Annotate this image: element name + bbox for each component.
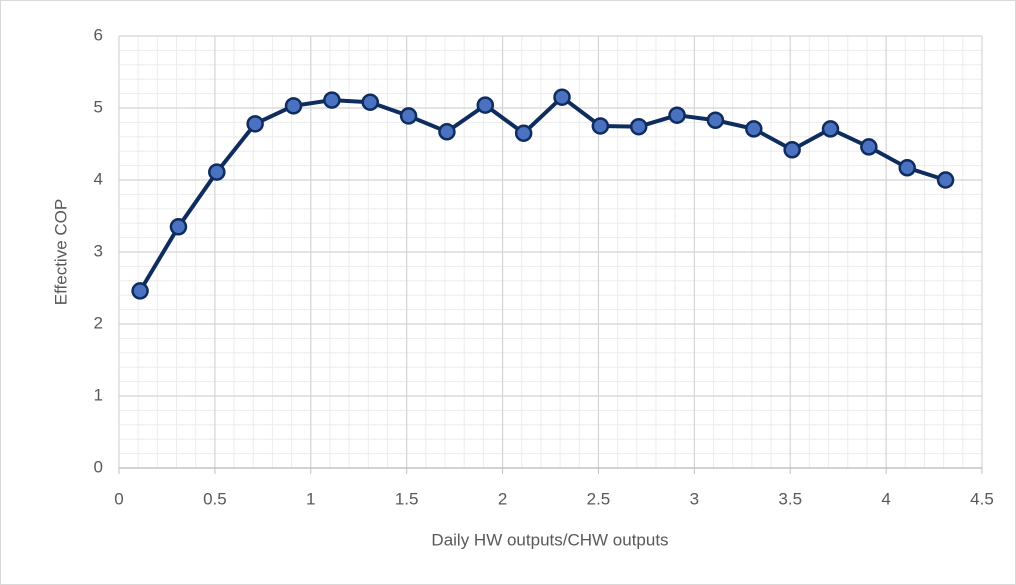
x-tick-label: 3	[690, 489, 699, 508]
data-line	[138, 95, 947, 292]
data-point	[476, 96, 495, 114]
data-point	[323, 91, 341, 109]
y-tick-label: 1	[94, 385, 103, 404]
data-point	[860, 138, 878, 156]
y-tick-label: 5	[94, 97, 103, 116]
data-point	[514, 124, 533, 142]
x-tick-label: 2.5	[587, 489, 611, 508]
data-point	[936, 171, 955, 189]
x-axis-label: Daily HW outputs/CHW outputs	[431, 530, 668, 549]
y-tick-label: 4	[94, 169, 103, 188]
x-tick-label: 0.5	[203, 489, 227, 508]
data-point	[745, 120, 763, 138]
data-point	[591, 117, 610, 135]
data-point	[706, 111, 725, 129]
x-tick-label: 0	[114, 489, 123, 508]
x-tick-label: 4.5	[970, 489, 994, 508]
y-tick-label: 6	[94, 25, 103, 44]
y-tick-label: 3	[94, 241, 103, 260]
data-point	[169, 218, 188, 236]
y-axis-label: Effective COP	[51, 199, 70, 305]
x-tick-label: 3.5	[778, 489, 802, 508]
data-point	[898, 159, 916, 177]
data-point	[668, 106, 686, 124]
data-point	[131, 282, 149, 300]
y-tick-label: 0	[94, 457, 103, 476]
data-point	[783, 141, 801, 159]
y-tick-label: 2	[94, 313, 103, 332]
x-tick-label: 1.5	[395, 489, 419, 508]
data-point	[361, 93, 379, 111]
data-point	[553, 88, 571, 106]
data-point	[438, 123, 456, 141]
data-point	[399, 107, 418, 125]
data-point	[246, 115, 264, 133]
x-tick-label: 2	[498, 489, 507, 508]
x-tick-label: 4	[881, 489, 890, 508]
x-tick-label: 1	[306, 489, 315, 508]
data-point	[821, 120, 840, 138]
data-point	[284, 97, 303, 115]
data-point	[629, 117, 648, 136]
data-point	[208, 163, 226, 181]
